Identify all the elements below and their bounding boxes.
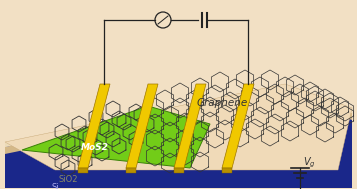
Polygon shape xyxy=(5,84,352,147)
Text: SiO2: SiO2 xyxy=(58,176,78,184)
Polygon shape xyxy=(78,168,88,173)
Polygon shape xyxy=(174,168,184,173)
Polygon shape xyxy=(5,93,352,188)
Polygon shape xyxy=(222,168,232,173)
Polygon shape xyxy=(5,89,352,152)
Text: Graphene: Graphene xyxy=(196,98,248,108)
Polygon shape xyxy=(5,84,352,170)
Polygon shape xyxy=(126,84,158,168)
Polygon shape xyxy=(174,84,206,168)
Polygon shape xyxy=(126,168,136,173)
Text: MoS2: MoS2 xyxy=(81,143,109,152)
Polygon shape xyxy=(222,84,254,168)
Polygon shape xyxy=(22,106,210,168)
Text: Si: Si xyxy=(51,183,59,189)
Polygon shape xyxy=(5,89,352,154)
Text: $V_g$: $V_g$ xyxy=(303,156,316,170)
Polygon shape xyxy=(78,84,110,168)
